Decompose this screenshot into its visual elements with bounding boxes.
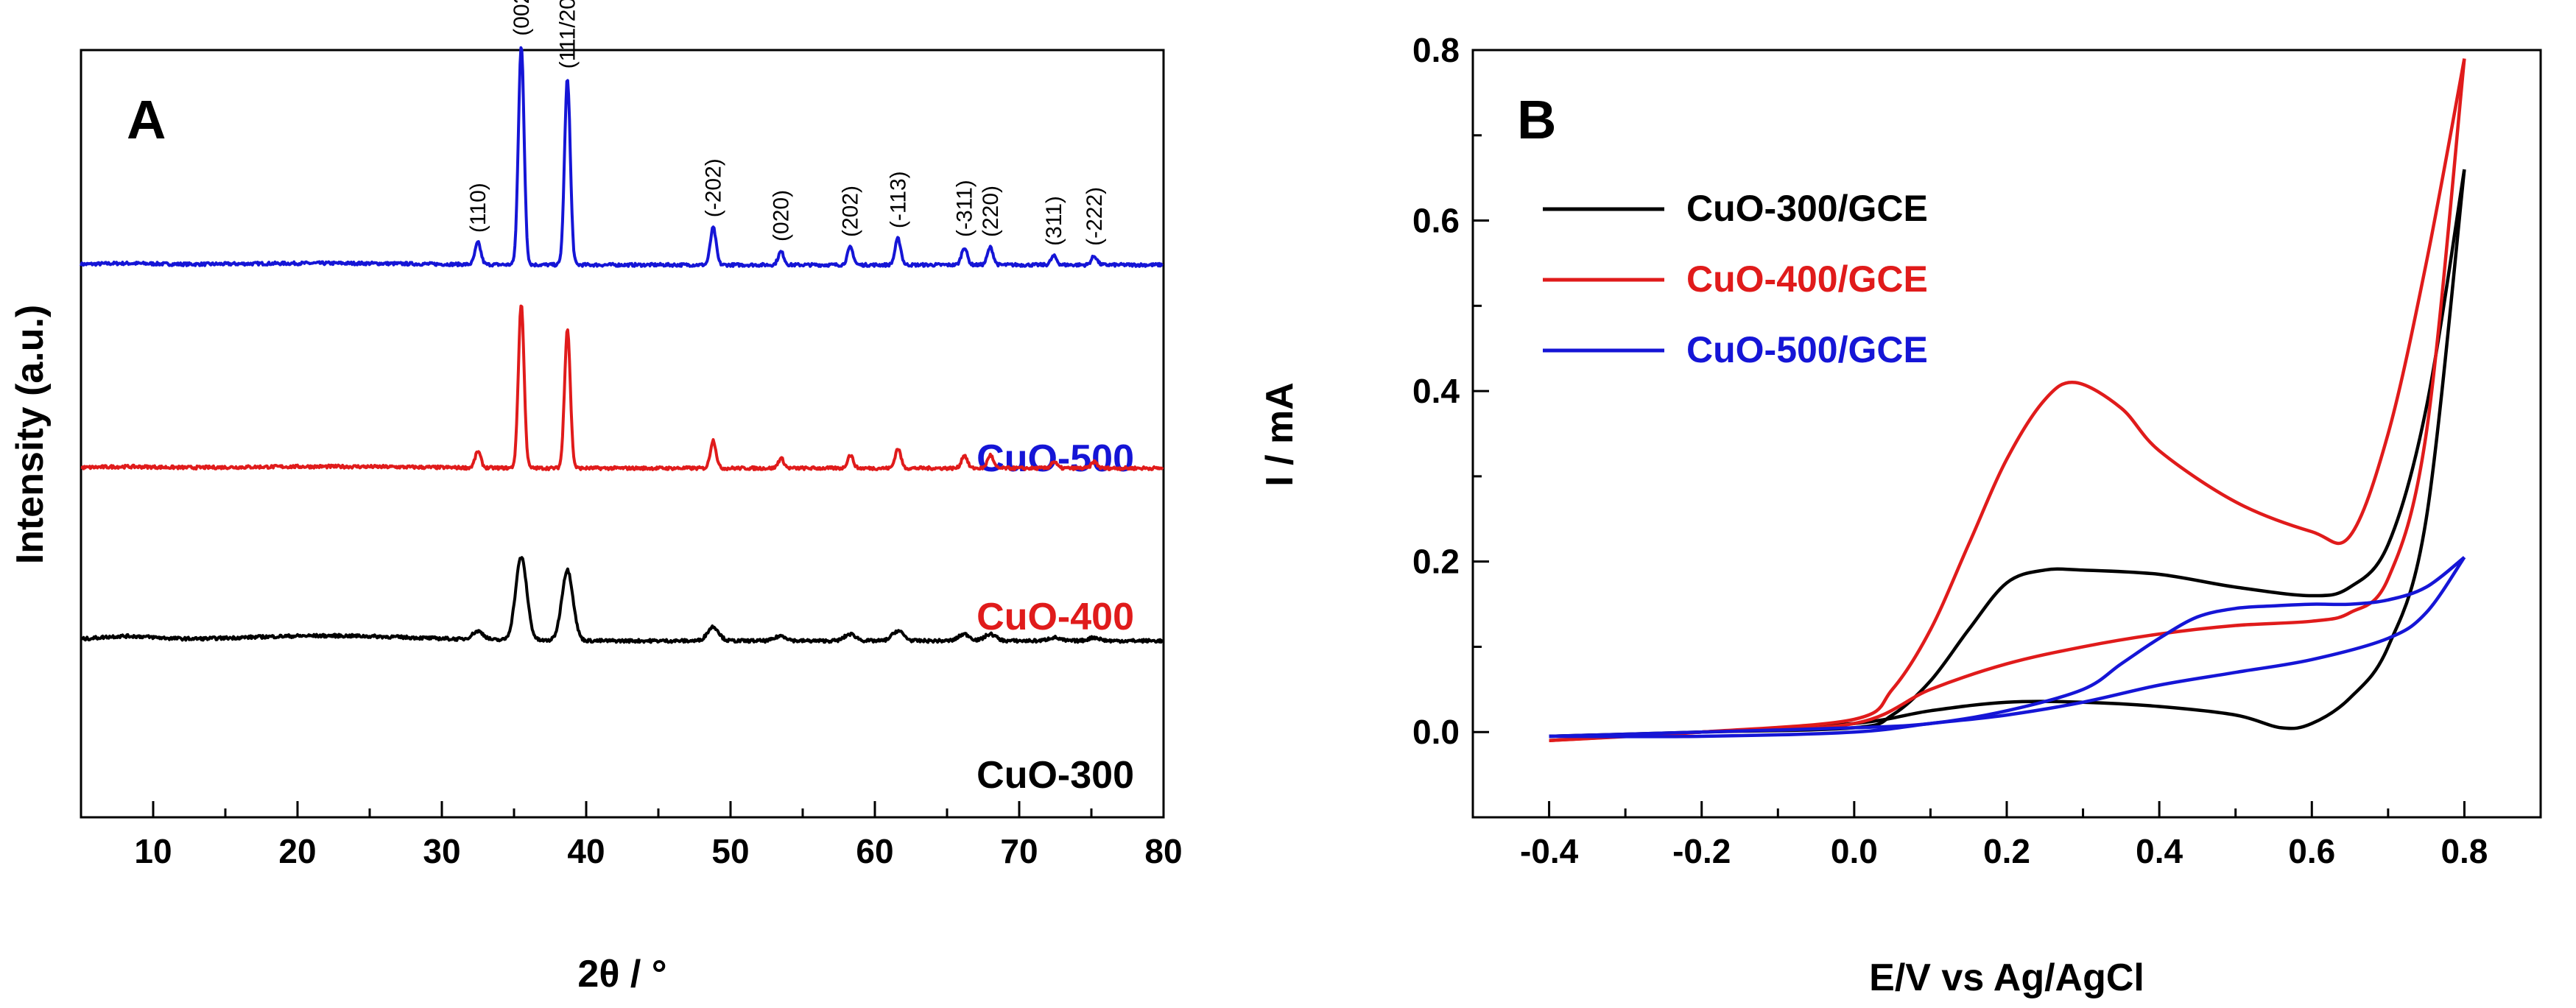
series-label-cuo-300: CuO-300	[976, 754, 1134, 797]
series-label-cuo-500: CuO-500	[976, 437, 1134, 480]
peak-label: (020)	[770, 190, 794, 242]
legend-label-cuo-500-gce: CuO-500/GCE	[1686, 329, 1928, 370]
x-tick-label: 0.8	[2440, 832, 2488, 870]
cv-reverse-cuo-500-gce	[1549, 556, 2466, 739]
panel-b-series	[1549, 58, 2466, 743]
series-label-cuo-400: CuO-400	[976, 596, 1134, 638]
panel-a-label: A	[127, 89, 166, 150]
x-tick-label: -0.4	[1520, 832, 1579, 870]
panel-a-x-ticks: 10 20 30 40 50 60 70 80	[134, 801, 1183, 870]
y-tick-label: 0.8	[1412, 31, 1460, 69]
x-tick-label: 30	[423, 832, 460, 870]
y-tick-label: 0.0	[1412, 713, 1460, 751]
x-tick-label: 10	[134, 832, 172, 870]
panel-a-frame	[80, 49, 1165, 819]
x-tick-label: 70	[1000, 832, 1038, 870]
x-tick-label: 50	[711, 832, 749, 870]
peak-label: (002)	[510, 0, 534, 36]
peak-label: (202)	[839, 186, 863, 237]
panel-b-x-axis-label: E/V vs Ag/AgCl	[1869, 956, 2144, 999]
panel-a-series: CuO-500 CuO-400 CuO-300	[80, 46, 1164, 797]
legend-label-cuo-300-gce: CuO-300/GCE	[1686, 188, 1928, 229]
series-line-cuo-300	[80, 556, 1164, 644]
series-line-cuo-500	[80, 46, 1164, 268]
peak-label: (111/200)	[556, 0, 580, 68]
cv-reverse-cuo-400-gce	[1549, 58, 2466, 743]
peak-label: (220)	[979, 186, 1003, 237]
legend-label-cuo-400-gce: CuO-400/GCE	[1686, 258, 1928, 300]
panel-a-xrd-chart: 10 20 30 40 50 60 70 80 CuO-500 CuO-400 CuO-300 (…	[9, 0, 1183, 995]
peak-label: (311)	[1042, 196, 1066, 246]
panel-b-label: B	[1517, 89, 1556, 150]
panel-b-legend: CuO-300/GCE CuO-400/GCE CuO-500/GCE	[1543, 188, 1928, 370]
y-tick-label: 0.2	[1412, 543, 1460, 581]
y-tick-label: 0.6	[1412, 202, 1460, 240]
panel-a-x-axis-label: 2θ / °	[577, 953, 666, 995]
x-tick-label: 20	[278, 832, 316, 870]
x-tick-label: 60	[856, 832, 893, 870]
panel-a-peak-labels: (110) (002) (111/200) (-202) (020) (202) (-113…	[466, 0, 1107, 246]
x-tick-label: 0.2	[1983, 832, 2030, 870]
peak-label: (-202)	[701, 158, 725, 217]
peak-label: (-113)	[886, 171, 910, 228]
cv-forward-cuo-500-gce	[1549, 556, 2466, 739]
panel-b-cv-chart: -0.4 -0.2 0.0 0.2 0.4 0.6 0.8 0.00.20.40.60.8 …	[1259, 31, 2542, 999]
x-tick-label: 0.6	[2288, 832, 2335, 870]
x-tick-label: 80	[1144, 832, 1182, 870]
x-tick-label: -0.2	[1672, 832, 1731, 870]
panel-a-y-axis-label: Intensity (a.u.)	[9, 305, 52, 564]
x-tick-label: 0.0	[1831, 832, 1878, 870]
y-tick-label: 0.4	[1412, 372, 1460, 410]
peak-label: (110)	[466, 183, 490, 233]
panel-b-x-ticks: -0.4 -0.2 0.0 0.2 0.4 0.6 0.8	[1471, 801, 2542, 870]
cv-reverse-cuo-300-gce	[1549, 169, 2466, 739]
peak-label: (-222)	[1083, 187, 1107, 246]
panel-b-y-ticks: 0.0 0.2 0.4 0.6 0.8	[1412, 31, 1489, 819]
cv-forward-cuo-300-gce	[1549, 169, 2466, 739]
peak-label: (-311)	[953, 180, 977, 237]
cv-forward-cuo-400-gce	[1549, 58, 2466, 743]
x-tick-label: 40	[567, 832, 605, 870]
panel-b-y-axis-label: I / mA	[1259, 382, 1301, 487]
series-line-cuo-400	[80, 304, 1164, 471]
x-tick-label: 0.4	[2136, 832, 2183, 870]
